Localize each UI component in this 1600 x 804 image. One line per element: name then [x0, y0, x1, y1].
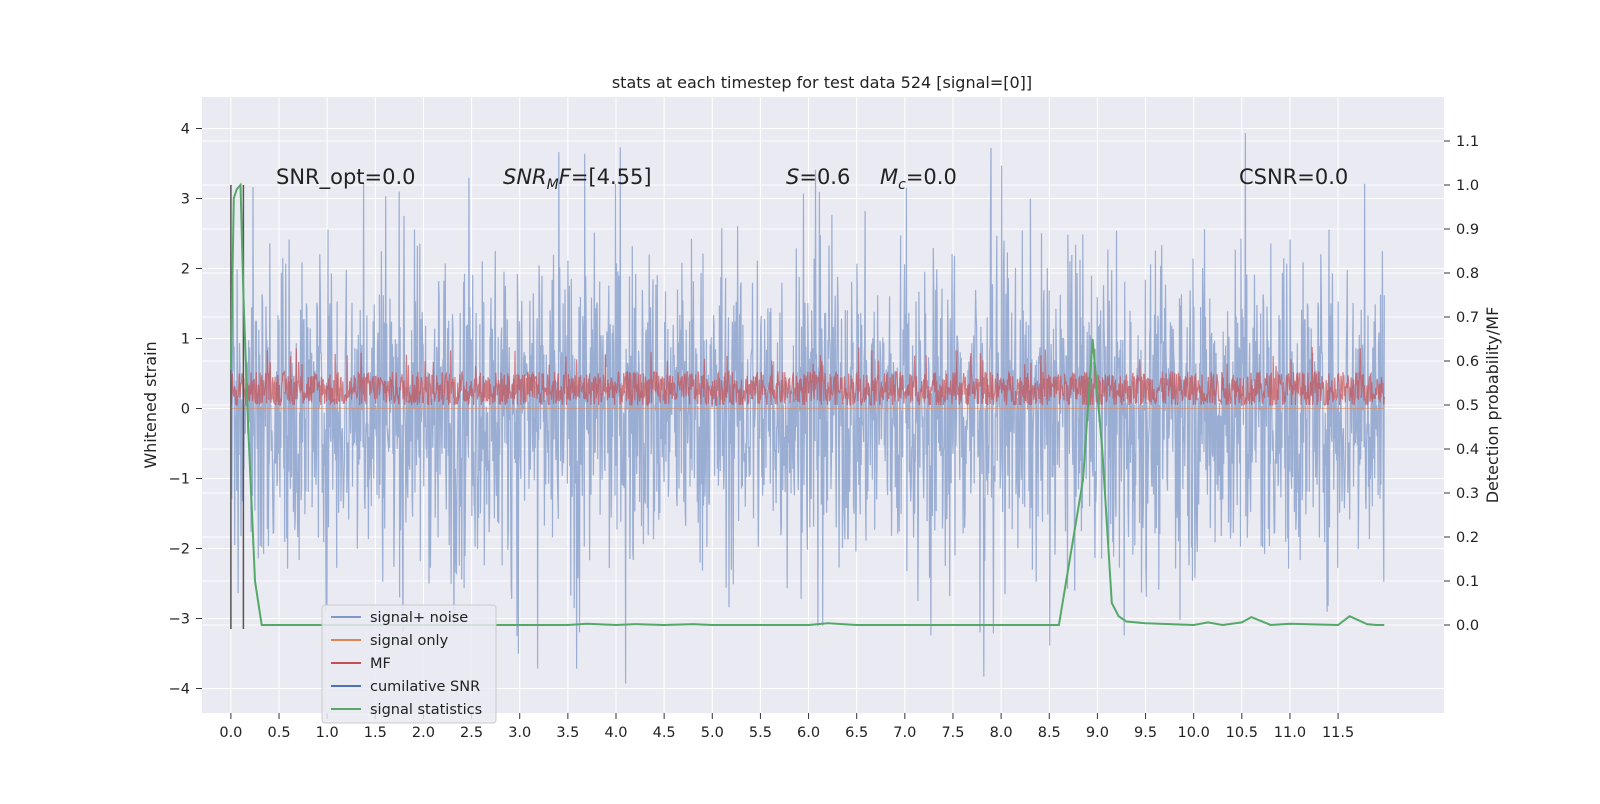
y-right-tick-label: 0.7 — [1456, 310, 1479, 326]
y-tick-label: 4 — [181, 122, 190, 138]
y-tick-label: −2 — [169, 542, 190, 558]
x-tick-label: 7.0 — [893, 725, 916, 741]
legend-label-signal-only: signal only — [370, 633, 449, 649]
y-tick-label: −1 — [169, 472, 190, 488]
x-tick-label: 8.0 — [990, 725, 1013, 741]
legend: signal+ noise signal only MF cumilative … — [321, 604, 497, 724]
legend-box — [321, 604, 497, 724]
y-right-tick-label: 0.5 — [1456, 398, 1479, 414]
legend-label-mf: MF — [370, 656, 391, 672]
x-tick-label: 6.5 — [845, 725, 868, 741]
x-tick-label: 3.5 — [556, 725, 579, 741]
series-line-signal-noise — [230, 133, 1385, 684]
y-right-tick-label: 0.2 — [1456, 530, 1479, 546]
series-signal-noise — [230, 133, 1385, 684]
y-tick-label: 2 — [181, 262, 190, 278]
annotation-mc: Mc=0.0 — [880, 165, 957, 193]
x-tick-label: 1.5 — [364, 725, 387, 741]
y-tick-label: 0 — [181, 402, 190, 418]
x-tick-label: 11.5 — [1322, 725, 1354, 741]
x-tick-label: 8.5 — [1038, 725, 1061, 741]
y-right-tick-label: 0.9 — [1456, 222, 1479, 238]
x-tick-label: 0.0 — [219, 725, 242, 741]
x-tick-label: 3.0 — [508, 725, 531, 741]
y-axis-label: Whitened strain — [141, 341, 160, 468]
annotation-snr-opt: SNR_opt=0.0 — [276, 165, 416, 190]
y-axis-right-label: Detection probability/MF — [1483, 307, 1502, 504]
annotation-s: S=0.6 — [786, 165, 850, 189]
series-signal-statistics — [229, 182, 1385, 627]
annotation-s-value: =0.6 — [799, 165, 850, 189]
y-right-tick-label: 0.1 — [1456, 574, 1479, 590]
x-tick-label: 9.0 — [1086, 725, 1109, 741]
x-tick-label: 2.0 — [412, 725, 435, 741]
legend-label-signal-noise: signal+ noise — [370, 610, 468, 626]
x-tick-label: 4.5 — [653, 725, 676, 741]
annotation-snr-mf-value: =[4.55] — [571, 165, 652, 189]
x-tick-label: 11.0 — [1274, 725, 1306, 741]
x-tick-label: 9.5 — [1134, 725, 1157, 741]
x-tick-label: 0.5 — [267, 725, 290, 741]
y-right-tick-label: 1.1 — [1456, 134, 1479, 150]
x-tick-label: 7.5 — [941, 725, 964, 741]
y-right-tick-label: 1.0 — [1456, 178, 1479, 194]
x-tick-label: 6.0 — [797, 725, 820, 741]
annotation-csnr: CSNR=0.0 — [1239, 165, 1348, 189]
y-tick-label: −4 — [169, 682, 190, 698]
y-tick-label: 1 — [181, 332, 190, 348]
series-line-mf — [230, 346, 1385, 407]
axis-ticks: 0.0 0.5 1.0 1.5 2.0 2.5 3.0 3.5 4.0 4.5 5.0 5.5 6.0 6… — [169, 122, 1479, 742]
annotation-snr-mf: SNRMF=[4.55] — [503, 165, 652, 193]
x-tick-label: 5.0 — [701, 725, 724, 741]
x-tick-label: 1.0 — [316, 725, 339, 741]
y-right-tick-label: 0.8 — [1456, 266, 1479, 282]
y-right-tick-label: 0.0 — [1456, 618, 1479, 634]
annotation-mc-value: =0.0 — [906, 165, 957, 189]
y-right-tick-label: 0.4 — [1456, 442, 1479, 458]
x-tick-label: 4.0 — [604, 725, 627, 741]
x-tick-label: 2.5 — [460, 725, 483, 741]
series-mf — [230, 346, 1385, 409]
legend-label-cumulative-snr: cumilative SNR — [370, 679, 480, 695]
x-tick-label: 5.5 — [749, 725, 772, 741]
legend-label-signal-statistics: signal statistics — [370, 702, 482, 718]
x-tick-label: 10.5 — [1226, 725, 1258, 741]
y-tick-label: −3 — [169, 612, 190, 628]
y-right-tick-label: 0.6 — [1456, 354, 1479, 370]
chart-title: stats at each timestep for test data 524… — [612, 73, 1032, 92]
y-right-tick-label: 0.3 — [1456, 486, 1479, 502]
series-line-signal-statistics — [229, 182, 1385, 627]
y-tick-label: 3 — [181, 192, 190, 208]
x-tick-label: 10.0 — [1178, 725, 1210, 741]
